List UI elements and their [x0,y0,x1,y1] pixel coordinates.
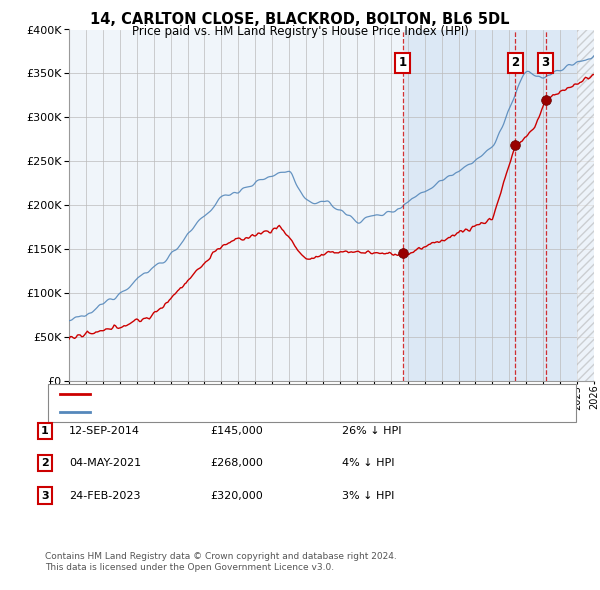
Bar [403,30,600,381]
Text: 2: 2 [41,458,49,468]
Text: 3% ↓ HPI: 3% ↓ HPI [342,491,394,500]
Text: 1: 1 [398,57,407,70]
Text: This data is licensed under the Open Government Licence v3.0.: This data is licensed under the Open Gov… [45,563,334,572]
Text: Contains HM Land Registry data © Crown copyright and database right 2024.: Contains HM Land Registry data © Crown c… [45,552,397,561]
Text: 3: 3 [41,491,49,500]
Text: 1: 1 [41,426,49,435]
Text: £145,000: £145,000 [210,426,263,435]
Text: 26% ↓ HPI: 26% ↓ HPI [342,426,401,435]
Text: 2: 2 [511,57,520,70]
Text: 04-MAY-2021: 04-MAY-2021 [69,458,141,468]
Text: 12-SEP-2014: 12-SEP-2014 [69,426,140,435]
Bar [52,30,403,381]
Text: HPI: Average price, detached house, Bolton: HPI: Average price, detached house, Bolt… [96,407,323,417]
Text: 14, CARLTON CLOSE, BLACKROD, BOLTON, BL6 5DL: 14, CARLTON CLOSE, BLACKROD, BOLTON, BL6… [90,12,510,27]
Text: 24-FEB-2023: 24-FEB-2023 [69,491,140,500]
Polygon shape [577,30,600,381]
Text: £320,000: £320,000 [210,491,263,500]
Text: £268,000: £268,000 [210,458,263,468]
Text: Price paid vs. HM Land Registry's House Price Index (HPI): Price paid vs. HM Land Registry's House … [131,25,469,38]
Text: 3: 3 [542,57,550,70]
Text: 4% ↓ HPI: 4% ↓ HPI [342,458,395,468]
Text: 14, CARLTON CLOSE, BLACKROD, BOLTON, BL6 5DL (detached house): 14, CARLTON CLOSE, BLACKROD, BOLTON, BL6… [96,389,459,399]
